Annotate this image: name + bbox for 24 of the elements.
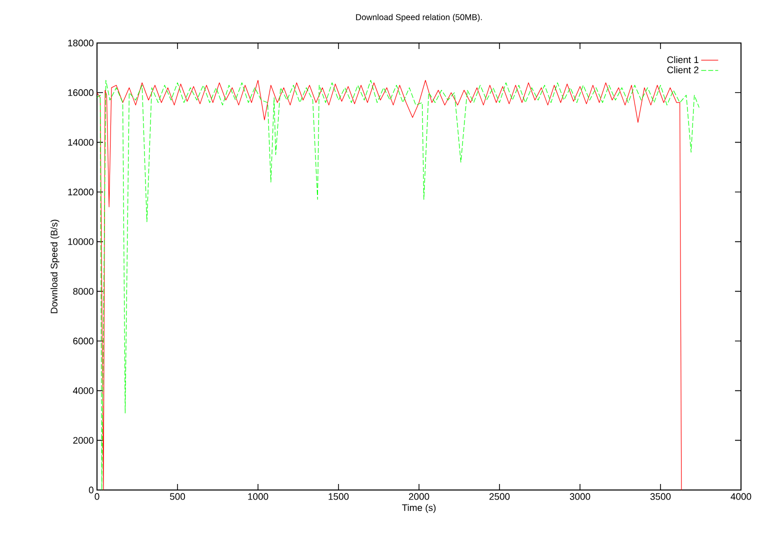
legend-label: Client 2 — [667, 66, 698, 74]
y-tick-label: 14000 — [68, 138, 94, 146]
x-tick-label: 1000 — [248, 493, 268, 500]
x-tick-label: 0 — [94, 493, 100, 500]
y-tick-label: 6000 — [73, 338, 94, 344]
x-tick-label: 4000 — [730, 493, 752, 500]
y-tick-label: 18000 — [68, 40, 94, 46]
x-tick-label: 2500 — [489, 493, 510, 500]
x-tick-label: 3000 — [570, 493, 590, 500]
y-tick-label: 8000 — [73, 288, 94, 295]
x-tick-label: 3500 — [650, 493, 671, 500]
y-tick-label: 2000 — [73, 436, 94, 444]
y-tick-label: 4000 — [72, 387, 94, 394]
y-tick-label: 12000 — [68, 188, 94, 196]
y-tick-label: 16000 — [68, 89, 94, 96]
x-axis-title: Time (s) — [402, 504, 436, 513]
x-tick-label: 1500 — [328, 493, 349, 500]
chart-title: Download Speed relation (50MB). — [356, 14, 482, 22]
legend-label: Client 1 — [667, 56, 698, 64]
y-tick-label: 10000 — [68, 238, 94, 246]
x-tick-label: 500 — [170, 493, 186, 500]
x-tick-label: 2000 — [408, 493, 430, 500]
y-tick-label: 0 — [88, 486, 94, 494]
y-axis-title: Download Speed (B/s) — [50, 220, 60, 314]
